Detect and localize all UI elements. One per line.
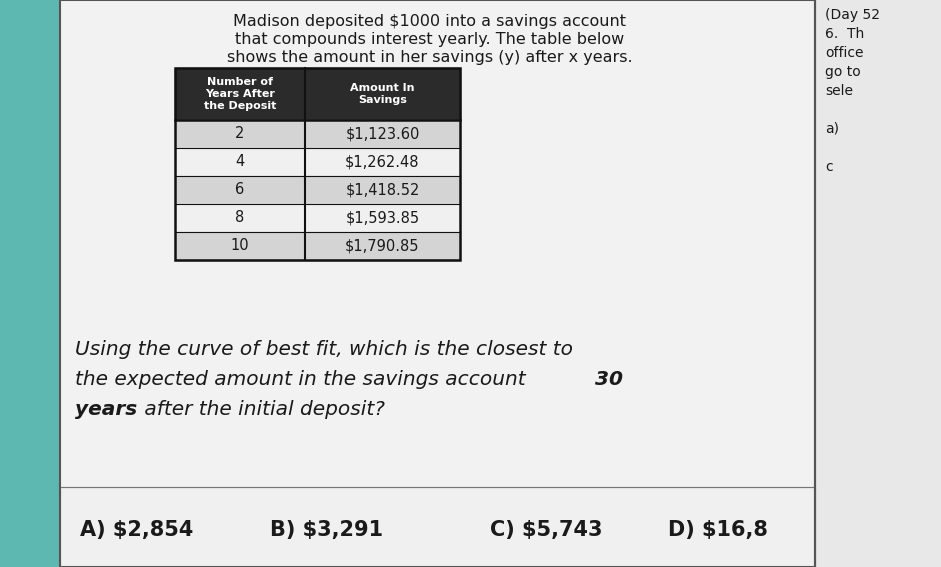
Text: C) $5,743: C) $5,743 xyxy=(490,520,602,540)
Text: $1,418.52: $1,418.52 xyxy=(345,183,420,197)
Text: that compounds interest yearly. The table below: that compounds interest yearly. The tabl… xyxy=(235,32,625,47)
Text: 2: 2 xyxy=(235,126,245,142)
Bar xyxy=(175,204,460,232)
Text: sele: sele xyxy=(825,84,853,98)
Text: a): a) xyxy=(825,122,839,136)
Bar xyxy=(60,0,815,567)
Bar xyxy=(60,487,815,567)
Bar xyxy=(175,176,460,204)
Text: Amount In
Savings: Amount In Savings xyxy=(350,83,415,105)
Text: $1,593.85: $1,593.85 xyxy=(345,210,420,226)
Text: go to: go to xyxy=(825,65,861,79)
Bar xyxy=(815,0,941,567)
Text: 30: 30 xyxy=(595,370,623,389)
Text: A) $2,854: A) $2,854 xyxy=(80,520,193,540)
Text: $1,262.48: $1,262.48 xyxy=(345,154,420,170)
Bar xyxy=(175,68,460,120)
Text: 6.  Th: 6. Th xyxy=(825,27,864,41)
Bar xyxy=(175,120,460,148)
Polygon shape xyxy=(0,0,115,567)
Bar xyxy=(175,68,460,260)
Text: $1,123.60: $1,123.60 xyxy=(345,126,420,142)
Text: the expected amount in the savings account: the expected amount in the savings accou… xyxy=(75,370,532,389)
Text: office: office xyxy=(825,46,864,60)
Text: after the initial deposit?: after the initial deposit? xyxy=(138,400,385,419)
Text: c: c xyxy=(825,160,833,174)
Bar xyxy=(175,148,460,176)
Text: 6: 6 xyxy=(235,183,245,197)
Bar xyxy=(175,232,460,260)
Text: Madison deposited $1000 into a savings account: Madison deposited $1000 into a savings a… xyxy=(233,14,627,29)
Text: 10: 10 xyxy=(231,239,249,253)
Text: Number of
Years After
the Deposit: Number of Years After the Deposit xyxy=(204,77,277,111)
Text: years: years xyxy=(75,400,137,419)
Text: 8: 8 xyxy=(235,210,245,226)
Text: D) $16,8: D) $16,8 xyxy=(668,520,768,540)
Text: shows the amount in her savings (y) after x years.: shows the amount in her savings (y) afte… xyxy=(227,50,632,65)
Text: (Day 52: (Day 52 xyxy=(825,8,880,22)
Bar xyxy=(60,0,815,567)
Text: 4: 4 xyxy=(235,154,245,170)
Text: $1,790.85: $1,790.85 xyxy=(345,239,420,253)
Text: Using the curve of best fit, which is the closest to: Using the curve of best fit, which is th… xyxy=(75,340,573,359)
Text: B) $3,291: B) $3,291 xyxy=(270,520,383,540)
